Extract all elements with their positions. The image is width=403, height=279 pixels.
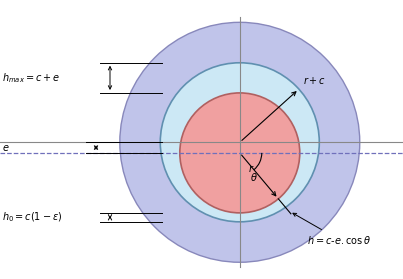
Text: $\theta$: $\theta$: [250, 171, 258, 183]
Text: $r+c$: $r+c$: [303, 75, 326, 86]
Text: $h_0=c(1-\varepsilon)$: $h_0=c(1-\varepsilon)$: [2, 211, 62, 224]
Circle shape: [180, 93, 300, 213]
Text: $e$: $e$: [2, 143, 10, 153]
Circle shape: [160, 63, 319, 222]
Circle shape: [120, 22, 360, 262]
Text: $h=c\text{-}e.\cos\theta$: $h=c\text{-}e.\cos\theta$: [293, 213, 371, 246]
Text: $r$: $r$: [248, 163, 254, 174]
Text: $h_{max}=c+e$: $h_{max}=c+e$: [2, 71, 60, 85]
